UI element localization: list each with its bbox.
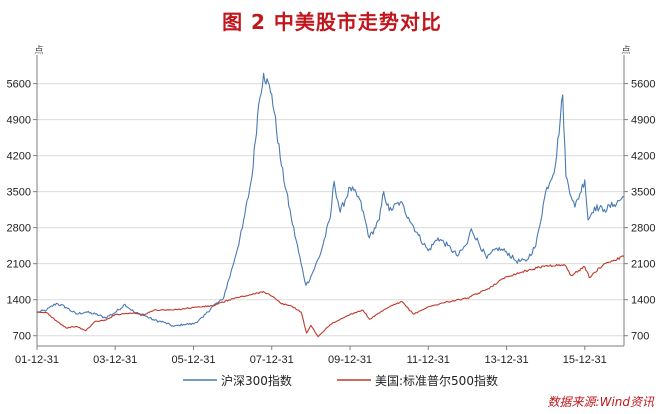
- y-tick-label-right: 1400: [631, 295, 655, 307]
- y-tick-label-right: 5600: [631, 79, 655, 91]
- y-tick-label-left: 2800: [7, 223, 31, 235]
- y-tick-label-left: 5600: [7, 79, 31, 91]
- y-tick-label-right: 3500: [631, 187, 655, 199]
- y-tick-label-left: 3500: [7, 187, 31, 199]
- axis-unit-right: 点: [621, 45, 630, 56]
- x-tick-label: 01-12-31: [15, 354, 59, 366]
- axis-unit-left: 点: [34, 45, 43, 56]
- y-tick-label-right: 4900: [631, 115, 655, 127]
- x-tick-label: 13-12-31: [485, 354, 529, 366]
- y-tick-label-right: 4200: [631, 151, 655, 163]
- x-tick-label: 05-12-31: [172, 354, 216, 366]
- x-tick-label: 07-12-31: [250, 354, 294, 366]
- series-line-1: [36, 72, 625, 327]
- x-tick-label: 03-12-31: [93, 354, 137, 366]
- series-line-2: [36, 255, 625, 338]
- series-lines: [36, 72, 625, 338]
- y-tick-label-right: 2800: [631, 223, 655, 235]
- source-note: 数据来源:Wind资讯: [547, 395, 654, 409]
- y-tick-label-left: 4200: [7, 151, 31, 163]
- y-tick-label-right: 2100: [631, 259, 655, 271]
- legend: 沪深300指数 美国:标准普尔500指数: [183, 373, 498, 388]
- x-tick-label: 09-12-31: [328, 354, 372, 366]
- legend-label: 沪深300指数: [221, 373, 292, 388]
- gridlines: [37, 83, 624, 337]
- y-tick-label-left: 1400: [7, 295, 31, 307]
- y-tick-label-left: 2100: [7, 259, 31, 271]
- chart-title: 图 2 中美股市走势对比: [222, 10, 442, 34]
- x-tick-label: 15-12-31: [563, 354, 607, 366]
- legend-label: 美国:标准普尔500指数: [375, 373, 498, 388]
- tick-labels: 700 700 1400 1400 2100 2100 2800 2800 3500 3500 42…: [7, 45, 656, 366]
- y-tick-label-left: 700: [13, 331, 31, 343]
- x-tick-label: 11-12-31: [407, 354, 450, 366]
- y-tick-label-right: 700: [631, 331, 649, 343]
- y-tick-label-left: 4900: [7, 115, 31, 127]
- axes: [33, 55, 628, 350]
